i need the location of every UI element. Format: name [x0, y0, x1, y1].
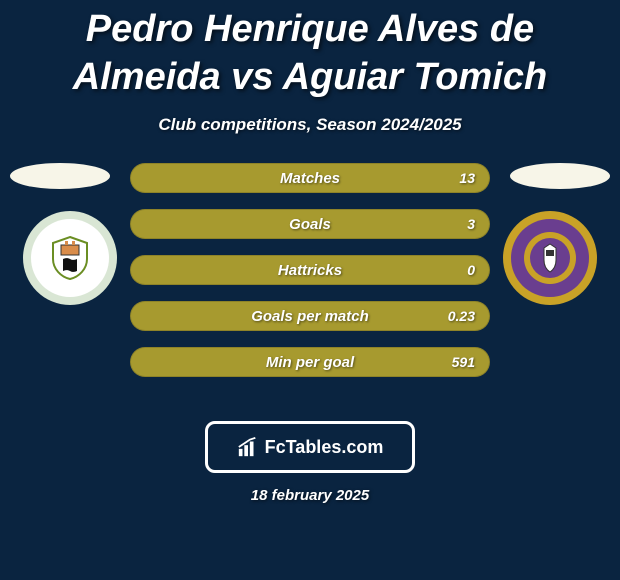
chart-icon	[237, 436, 259, 458]
infographic-container: Pedro Henrique Alves de Almeida vs Aguia…	[0, 0, 620, 580]
left-ellipse	[10, 163, 110, 189]
logo-text: FcTables.com	[265, 437, 384, 458]
bar-value-hattricks: 0	[467, 262, 475, 278]
badge-left-inner	[31, 219, 109, 297]
bar-label-matches: Matches	[280, 170, 340, 187]
bar-matches: Matches 13	[130, 163, 490, 193]
badge-left	[20, 213, 120, 303]
date: 18 february 2025	[0, 487, 620, 504]
bar-value-matches: 13	[459, 170, 475, 186]
bar-goals: Goals 3	[130, 209, 490, 239]
club-crest-icon	[522, 230, 578, 286]
bar-label-mpg: Min per goal	[266, 354, 354, 371]
bar-label-gpm: Goals per match	[251, 308, 369, 325]
bar-value-goals: 3	[467, 216, 475, 232]
bar-mpg: Min per goal 591	[130, 347, 490, 377]
badge-left-outer	[23, 211, 117, 305]
bar-label-hattricks: Hattricks	[278, 262, 342, 279]
bar-label-goals: Goals	[289, 216, 331, 233]
shield-icon	[45, 233, 95, 283]
bar-value-gpm: 0.23	[448, 308, 475, 324]
badge-right-outer	[503, 211, 597, 305]
logo-box: FcTables.com	[205, 421, 415, 473]
subtitle: Club competitions, Season 2024/2025	[0, 115, 620, 135]
title: Pedro Henrique Alves de Almeida vs Aguia…	[0, 0, 620, 105]
main-area: Matches 13 Goals 3 Hattricks 0 Goals per…	[0, 163, 620, 413]
badge-right	[500, 213, 600, 303]
stat-bars: Matches 13 Goals 3 Hattricks 0 Goals per…	[130, 163, 490, 393]
bar-hattricks: Hattricks 0	[130, 255, 490, 285]
right-ellipse	[510, 163, 610, 189]
bar-value-mpg: 591	[452, 354, 475, 370]
badge-right-inner	[511, 219, 589, 297]
bar-gpm: Goals per match 0.23	[130, 301, 490, 331]
